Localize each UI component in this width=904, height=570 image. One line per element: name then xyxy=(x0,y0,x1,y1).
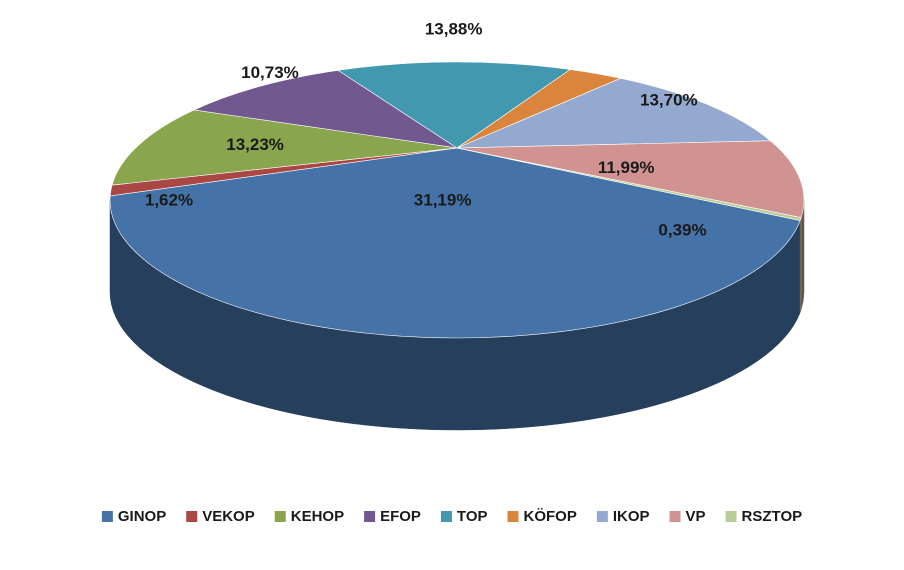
legend-swatch xyxy=(186,511,198,522)
value-label: 0,39% xyxy=(658,220,706,239)
legend-label: KEHOP xyxy=(291,508,344,525)
value-label: 13,23% xyxy=(226,135,284,154)
legend-label: VEKOP xyxy=(202,508,255,525)
legend-label: RSZTOP xyxy=(742,508,803,525)
legend: GINOP VEKOP KEHOP EFOP TOP KÖFOP IKOP VP RSZTOP xyxy=(101,508,803,525)
slice xyxy=(111,109,458,186)
value-label: 1,62% xyxy=(145,190,193,209)
legend-label: VP xyxy=(686,508,706,525)
legend-label: GINOP xyxy=(118,508,166,525)
slice xyxy=(337,61,572,149)
legend-swatch xyxy=(440,511,452,522)
value-label: 31,19% xyxy=(414,191,472,210)
value-label: 13,88% xyxy=(425,20,483,39)
legend-swatch xyxy=(596,511,608,522)
legend-swatch xyxy=(274,511,286,522)
slice xyxy=(456,147,802,221)
slice xyxy=(456,77,772,149)
legend-swatch xyxy=(507,511,519,522)
legend-label: IKOP xyxy=(613,508,650,525)
slice-side xyxy=(799,217,802,313)
slice xyxy=(193,70,458,149)
legend-label: EFOP xyxy=(380,508,421,525)
slice xyxy=(456,140,805,218)
legend-label: KÖFOP xyxy=(524,508,577,525)
legend-swatch xyxy=(101,511,113,522)
value-label: 10,73% xyxy=(241,63,299,82)
legend-label: TOP xyxy=(457,508,488,525)
value-label: 11,99% xyxy=(598,158,655,177)
value-label: 13,70% xyxy=(640,90,698,109)
legend-swatch xyxy=(364,511,376,522)
legend-swatch xyxy=(669,511,681,522)
legend-swatch xyxy=(725,511,737,522)
slice xyxy=(109,147,801,339)
